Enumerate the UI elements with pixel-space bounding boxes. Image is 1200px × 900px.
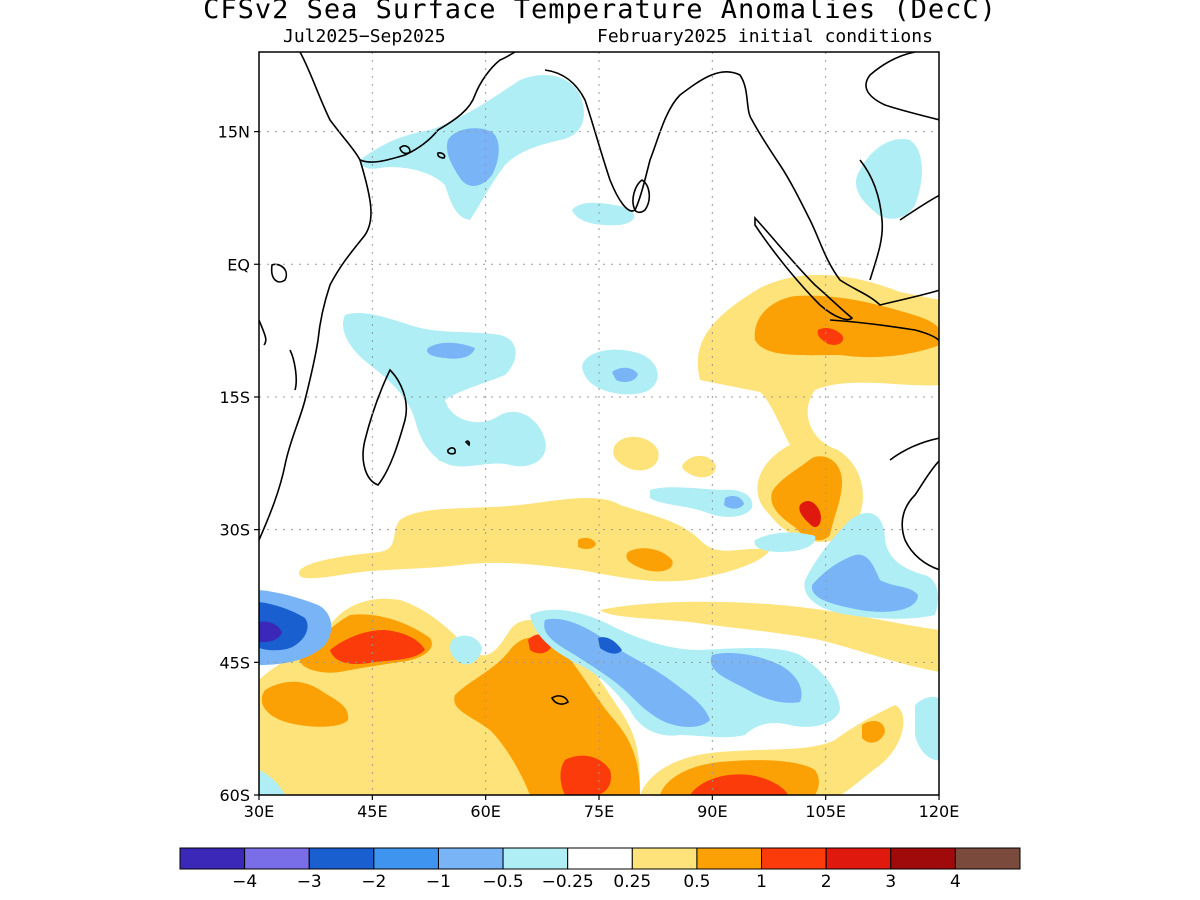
lat-tick-label: EQ (227, 255, 250, 274)
lon-tick-label: 105E (805, 802, 846, 821)
anomaly-region-cool-scs (855, 139, 922, 219)
colorbar-label: 2 (821, 872, 832, 892)
anomaly-region-warm-wa-core (799, 500, 821, 528)
colorbar-label: −1 (426, 872, 451, 892)
anomaly-region-warm-40s-band (600, 601, 939, 672)
lon-tick-label: 30E (244, 802, 274, 821)
forecast-period: Jul2025−Sep2025 (283, 26, 446, 47)
anomaly-region-warm-subtropics-orange1 (626, 548, 673, 572)
lon-tick-label: 45E (357, 802, 387, 821)
colorbar-swatch (825, 847, 892, 870)
lat-tick-label: 30S (219, 521, 250, 540)
coastlines (259, 52, 939, 705)
map-title: CFSv2 Sea Surface Temperature Anomalies … (203, 0, 997, 25)
colorbar-swatch (567, 847, 633, 870)
anomaly-field (259, 52, 939, 795)
anomaly-region-cool-arabian-core (446, 128, 499, 186)
anomaly-region-cool-central2-core (612, 367, 638, 382)
colorbar-label: −3 (297, 872, 322, 892)
anomaly-region-warm-java-core (817, 327, 844, 345)
colorbar-swatch (696, 847, 763, 870)
colorbar-label: −0.5 (482, 872, 523, 892)
anomaly-region-cool-bay (572, 202, 635, 226)
colorbar-label: 1 (756, 872, 767, 892)
colorbar-label: 0.25 (613, 872, 651, 892)
anomaly-region-cool-mid2 (754, 532, 816, 552)
colorbar-label: −4 (232, 872, 257, 892)
lon-tick-label: 120E (919, 802, 960, 821)
anomaly-region-warm-mid2 (682, 455, 716, 478)
colorbar-swatch (761, 847, 827, 870)
colorbar-label: 3 (885, 872, 896, 892)
gridlines (259, 52, 939, 795)
axes: 30E 45E 60E 75E 90E 105E 120E 15N EQ 15S 30S 45S 60S (218, 123, 960, 821)
anomaly-region-warm-java (754, 295, 939, 358)
anomaly-region-warm-wa (771, 456, 842, 541)
colorbar: −4 −3 −2 −1 −0.5 −0.25 0.25 0.5 1 2 3 4 (179, 847, 1021, 892)
colorbar-swatch (631, 847, 698, 870)
anomaly-region-cool-island (450, 635, 482, 665)
colorbar-swatch (373, 847, 439, 870)
anomaly-region-cool-far-east (915, 696, 939, 761)
colorbar-swatch (179, 847, 246, 870)
colorbar-swatch (244, 847, 310, 870)
anomaly-region-cool-agulhas-core (259, 621, 282, 643)
anomaly-region-cool-central (342, 313, 546, 467)
colorbar-label: −0.25 (542, 872, 594, 892)
colorbar-label: 4 (950, 872, 961, 892)
colorbar-label: 0.5 (683, 872, 710, 892)
anomaly-region-cool-south-west (259, 770, 285, 795)
lat-tick-label: 15N (218, 123, 250, 142)
lon-tick-label: 90E (697, 802, 727, 821)
colorbar-label: −2 (361, 872, 386, 892)
anomaly-region-warm-subtropics (299, 497, 770, 582)
anomaly-region-warm-mid1 (613, 436, 659, 471)
anomaly-region-cool-40s-dark (598, 637, 622, 654)
anomaly-region-warm-subtropics-orange2 (578, 537, 596, 549)
colorbar-swatch (890, 847, 956, 870)
anomaly-region-cool-central-core (427, 342, 475, 359)
initial-conditions: February2025 initial conditions (597, 26, 933, 47)
colorbar-swatch (308, 847, 375, 870)
anomaly-region-cool-mid-core (724, 496, 744, 509)
lon-tick-label: 60E (470, 802, 500, 821)
anomaly-region-warm-south-orange (660, 720, 885, 795)
anomaly-region-warm-southwest-red (330, 630, 611, 795)
colorbar-swatch (502, 847, 569, 870)
anomaly-region-cool-east35-core (811, 554, 918, 612)
lon-tick-label: 75E (584, 802, 614, 821)
lat-tick-label: 60S (219, 786, 250, 805)
lat-tick-label: 45S (219, 653, 250, 672)
lat-tick-label: 15S (219, 388, 250, 407)
anomaly-region-warm-south-red (690, 774, 788, 795)
colorbar-swatch (954, 847, 1021, 870)
anomaly-region-cool-mid (650, 487, 753, 517)
colorbar-swatch (437, 847, 504, 870)
